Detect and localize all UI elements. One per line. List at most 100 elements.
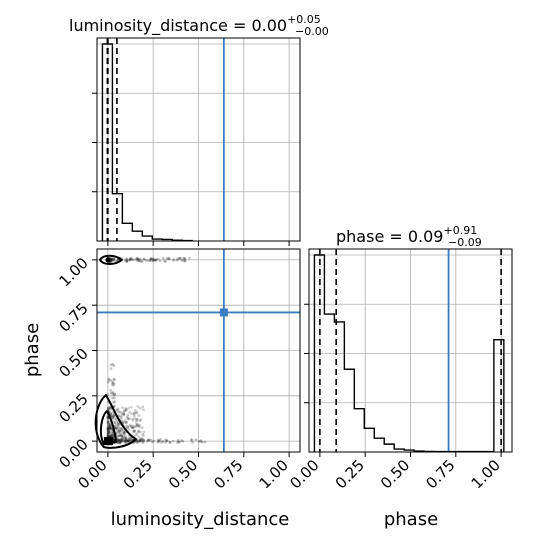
scatter-point-228	[128, 417, 131, 421]
scatter-point-34	[117, 431, 121, 435]
scatter-point-143	[138, 419, 142, 422]
scatter-point-404	[119, 429, 123, 433]
scatter-point-377	[138, 425, 142, 429]
scatter-point-75	[107, 422, 111, 426]
scatter-point-471	[112, 364, 116, 368]
scatter-point-487	[107, 377, 111, 381]
scatter-point-646	[125, 260, 128, 263]
density-contours	[94, 254, 138, 449]
y-axis-label-phase: phase	[22, 323, 43, 377]
scatter-point-114	[109, 434, 113, 438]
scatter-point-314	[124, 437, 128, 440]
scatter-point-62	[106, 407, 110, 411]
scatter-point-617	[125, 439, 129, 443]
scatter-point-572	[119, 440, 123, 444]
scatter-point-578	[121, 439, 125, 443]
scatter-point-132	[108, 434, 112, 438]
scatter-point-280	[115, 408, 119, 412]
scatter-ytick-label-4: 1.00	[55, 254, 91, 290]
scatter-point-552	[168, 440, 171, 444]
scatter-point-218	[142, 438, 145, 442]
scatter-point-248	[116, 430, 120, 434]
scatter-point-342	[113, 417, 117, 421]
scatter-point-497	[111, 390, 115, 394]
scatter-point-788	[148, 259, 151, 262]
phase-hist-xtick-label-1: 0.25	[332, 456, 368, 492]
scatter-point-386	[109, 434, 113, 438]
scatter-point-37	[121, 438, 125, 441]
scatter-point-347	[135, 422, 138, 426]
scatter-point-42	[106, 434, 110, 438]
scatter-point-511	[116, 438, 119, 441]
scatter-point-434	[111, 392, 115, 395]
ld-hist-ticks	[92, 92, 290, 246]
contour-upper	[98, 254, 124, 265]
phase-title: phase = 0.09+0.91 −0.09	[336, 224, 482, 249]
scatter-point-295	[110, 434, 114, 438]
scatter-point-95	[108, 430, 111, 434]
scatter-point-395	[106, 434, 110, 438]
scatter-ytick-label-0: 0.00	[55, 435, 91, 471]
scatter-point-494	[111, 382, 115, 386]
scatter-point-134	[114, 422, 118, 426]
scatter-point-422	[113, 400, 117, 404]
scatter-point-284	[119, 439, 123, 443]
scatter-point-241	[107, 429, 110, 433]
scatter-point-605	[178, 440, 181, 444]
scatter-point-285	[121, 406, 124, 410]
scatter-point-537	[140, 438, 144, 442]
truth-marker	[219, 308, 228, 317]
scatter-point-763	[167, 257, 170, 261]
scatter-point-217	[126, 439, 130, 443]
scatter-point-130	[139, 418, 143, 422]
scatter-point-593	[118, 440, 122, 444]
scatter-point-98	[118, 434, 122, 438]
scatter-point-355	[109, 426, 112, 429]
scatter-point-484	[109, 426, 113, 430]
scatter-point-223	[127, 436, 131, 440]
scatter-point-350	[107, 425, 111, 428]
scatter-point-250	[108, 428, 112, 432]
density-peak-upper	[105, 257, 111, 263]
scatter-point-3	[108, 421, 112, 424]
scatter-point-394	[132, 430, 136, 433]
scatter-point-664	[142, 257, 146, 261]
scatter-point-692	[183, 257, 187, 260]
scatter-point-108	[116, 408, 120, 412]
scatter-point-561	[158, 439, 161, 443]
scatter-point-110	[107, 425, 110, 428]
scatter-point-296	[106, 429, 110, 433]
scatter-point-503	[107, 378, 111, 382]
scatter-point-181	[135, 432, 139, 435]
scatter-point-275	[130, 412, 134, 416]
scatter-point-789	[126, 259, 129, 263]
scatter-point-279	[127, 424, 131, 428]
scatter-point-458	[106, 380, 110, 384]
scatter-point-186	[121, 439, 125, 442]
scatter-point-659	[144, 258, 148, 262]
scatter-point-365	[123, 409, 126, 413]
scatter-point-682	[146, 259, 150, 262]
scatter-point-10	[135, 417, 139, 421]
scatter-point-273	[142, 439, 146, 443]
scatter-point-750	[184, 259, 187, 262]
scatter-point-491	[111, 432, 114, 436]
scatter-point-70	[106, 424, 110, 428]
scatter-point-155	[108, 424, 112, 428]
scatter-point-683	[149, 256, 153, 260]
scatter-point-737	[179, 256, 183, 260]
scatter-point-49	[132, 411, 136, 415]
scatter-point-782	[113, 257, 116, 260]
scatter-point-135	[119, 427, 122, 430]
scatter-point-316	[106, 416, 110, 420]
scatter-point-655	[188, 256, 191, 260]
scatter-point-199	[122, 431, 126, 435]
scatter-point-480	[113, 393, 116, 397]
scatter-point-637	[167, 256, 171, 260]
scatter-point-389	[114, 426, 118, 430]
scatter-point-610	[123, 439, 127, 443]
phase-title-text: phase = 0.09	[336, 227, 443, 246]
scatter-point-419	[119, 417, 123, 421]
scatter-point-756	[151, 258, 155, 262]
